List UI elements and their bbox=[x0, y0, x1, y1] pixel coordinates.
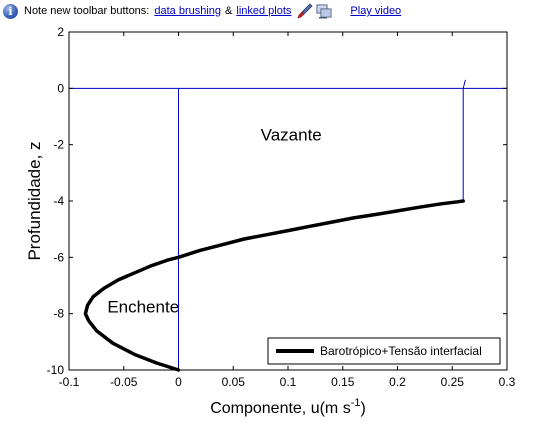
plot-axes-box bbox=[68, 31, 508, 371]
x-axis-label-suffix: ) bbox=[360, 400, 365, 417]
x-tick-label: 0 bbox=[175, 375, 182, 389]
x-tick-label: -0.05 bbox=[110, 375, 138, 389]
y-tick-label: -2 bbox=[53, 138, 64, 152]
y-tick-label: -8 bbox=[53, 307, 64, 321]
annotation-vazante: Vazante bbox=[261, 125, 322, 144]
x-axis-label-main: Componente, u(m s bbox=[210, 400, 351, 417]
y-tick-label: 2 bbox=[57, 25, 64, 39]
x-axis-label-superscript: -1 bbox=[351, 397, 361, 409]
legend-entry: Barotrópico+Tensão interfacial bbox=[320, 344, 482, 358]
toolbar-note: Note new toolbar buttons: bbox=[24, 5, 150, 17]
x-tick-label: 0.1 bbox=[280, 375, 297, 389]
x-tick-label: 0.2 bbox=[389, 375, 406, 389]
x-axis-label: Componente, u(m s-1) bbox=[210, 397, 366, 417]
linked-plots-link[interactable]: linked plots bbox=[236, 5, 292, 17]
y-axis-label: Profundidade, z bbox=[25, 141, 44, 260]
upper-profile-line bbox=[462, 79, 466, 201]
legend: Barotrópico+Tensão interfacial bbox=[267, 337, 501, 365]
linked-plots-icon[interactable] bbox=[316, 3, 332, 19]
x-tick-label: 0.3 bbox=[499, 375, 516, 389]
play-video-link[interactable]: Play video bbox=[350, 5, 402, 17]
x-tick-label: 0.05 bbox=[222, 375, 246, 389]
x-tick-label: 0.15 bbox=[331, 375, 355, 389]
ampersand-text: & bbox=[225, 5, 233, 17]
series-line-0 bbox=[83, 199, 465, 372]
y-tick-label: -10 bbox=[47, 363, 65, 377]
y-tick-label: -6 bbox=[53, 250, 64, 264]
brush-icon[interactable] bbox=[297, 3, 313, 19]
data-brushing-link[interactable]: data brushing bbox=[154, 5, 222, 17]
y-tick-label: -4 bbox=[53, 194, 64, 208]
info-bar: i Note new toolbar buttons: data brushin… bbox=[0, 0, 560, 22]
info-icon: i bbox=[3, 3, 18, 19]
annotation-enchente: Enchente bbox=[107, 297, 179, 316]
x-tick-label: 0.25 bbox=[441, 375, 465, 389]
profile-chart: -0.1 -0.05 0 0.05 0.1 0.15 0.2 0.25 0.3-10-8-6-4… bbox=[0, 22, 560, 420]
x-tick-label: -0.1 bbox=[59, 375, 80, 389]
figure-area: -0.1 -0.05 0 0.05 0.1 0.15 0.2 0.25 0.3 -10 -8 -6 -4… bbox=[0, 22, 560, 420]
y-tick-label: 0 bbox=[57, 81, 64, 95]
